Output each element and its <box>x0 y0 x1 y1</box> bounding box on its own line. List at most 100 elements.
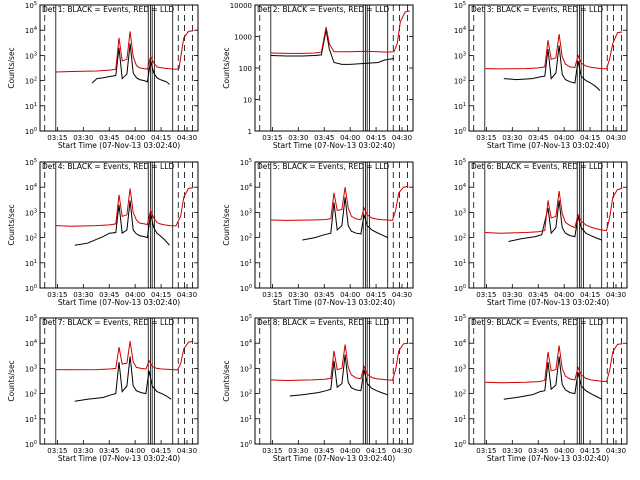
x-tick-label: 03:15 <box>47 447 67 455</box>
events-series-line <box>508 200 602 242</box>
detector-panel-6: 100 101 102 103 104 105 03:15 03:30 03:45 04:00 04… <box>454 158 628 307</box>
y-tick-label: 100 <box>25 440 37 449</box>
y-tick-label: 101 <box>25 415 37 424</box>
y-axis-label: Counts/sec <box>7 47 16 88</box>
y-tick-label: 103 <box>454 208 466 217</box>
y-tick-label: 10 <box>243 97 252 105</box>
y-tick-label: 103 <box>454 364 466 373</box>
y-axis-label: Counts/sec <box>222 360 231 401</box>
y-tick-label: 104 <box>240 183 252 192</box>
x-tick-label: 03:15 <box>262 291 282 299</box>
x-tick-label: 04:00 <box>554 134 574 142</box>
x-axis-label: Start Time (07-Nov-13 03:02:40) <box>487 298 609 307</box>
x-tick-label: 04:30 <box>177 291 197 299</box>
x-tick-label: 03:45 <box>314 291 334 299</box>
x-tick-label: 03:30 <box>73 291 93 299</box>
x-axis-label: Start Time (07-Nov-13 03:02:40) <box>487 141 609 150</box>
y-tick-label: 105 <box>240 158 252 167</box>
x-tick-label: 04:00 <box>125 447 145 455</box>
x-tick-label: 04:30 <box>606 291 626 299</box>
detector-panel-3: 100 101 102 103 104 105 03:15 03:30 03:45 04:00 04… <box>454 1 628 150</box>
y-tick-label: 103 <box>240 364 252 373</box>
y-tick-label: 105 <box>25 158 37 167</box>
x-axis-label: Start Time (07-Nov-13 03:02:40) <box>58 141 180 150</box>
y-tick-label: 105 <box>240 314 252 323</box>
lld-series-line <box>484 187 623 234</box>
lld-series-line <box>484 343 623 384</box>
panel-grid: 100 101 102 103 104 105 03:15 03:30 03:45 04:00 04… <box>7 1 628 463</box>
x-tick-label: 04:00 <box>340 134 360 142</box>
y-tick-label: 104 <box>454 339 466 348</box>
x-tick-label: 03:15 <box>262 447 282 455</box>
y-tick-label: 105 <box>25 314 37 323</box>
x-tick-label: 04:15 <box>151 447 171 455</box>
panel-title: Det 5: BLACK = Events, RED = LLD <box>257 162 389 171</box>
events-series-line <box>91 43 170 85</box>
panel-title: Det 2: BLACK = Events, RED = LLD <box>257 5 389 14</box>
y-tick-label: 103 <box>25 208 37 217</box>
plot-frame <box>468 317 628 445</box>
y-tick-label: 104 <box>25 26 37 35</box>
x-tick-label: 03:45 <box>314 134 334 142</box>
y-axis-label: Counts/sec <box>222 204 231 245</box>
x-tick-label: 04:30 <box>606 447 626 455</box>
x-tick-label: 04:30 <box>177 134 197 142</box>
events-series-line <box>289 354 388 397</box>
lld-series-line <box>270 185 409 221</box>
events-series-line <box>503 45 601 91</box>
y-tick-label: 101 <box>454 415 466 424</box>
y-tick-label: 104 <box>25 183 37 192</box>
y-tick-label: 10000 <box>230 2 252 10</box>
x-tick-label: 04:15 <box>580 447 600 455</box>
detector-panel-2: 1 10 100 1000 10000 03:15 03:30 03:45 04:00 04:15… <box>222 2 414 150</box>
y-tick-label: 102 <box>454 234 466 243</box>
detector-panel-4: 100 101 102 103 104 105 03:15 03:30 03:45 04:00 04… <box>7 158 199 307</box>
detector-panel-8: 100 101 102 103 104 105 03:15 03:30 03:45 04:00 04… <box>222 314 414 463</box>
x-tick-label: 04:00 <box>125 291 145 299</box>
x-axis-label: Start Time (07-Nov-13 03:02:40) <box>273 141 395 150</box>
y-tick-label: 102 <box>25 390 37 399</box>
x-tick-label: 03:45 <box>314 447 334 455</box>
x-tick-label: 04:30 <box>392 134 412 142</box>
y-tick-label: 104 <box>25 339 37 348</box>
x-axis-label: Start Time (07-Nov-13 03:02:40) <box>273 298 395 307</box>
plot-frame <box>468 4 628 132</box>
y-axis-label: Counts/sec <box>222 47 231 88</box>
y-tick-label: 100 <box>239 65 252 73</box>
events-series-line <box>503 356 602 400</box>
x-tick-label: 04:15 <box>151 291 171 299</box>
x-tick-label: 03:45 <box>528 447 548 455</box>
plot-frame <box>254 161 414 289</box>
x-tick-label: 03:15 <box>476 291 496 299</box>
y-tick-label: 103 <box>454 51 466 60</box>
panel-title: Det 6: BLACK = Events, RED = LLD <box>471 162 603 171</box>
x-tick-label: 03:30 <box>502 134 522 142</box>
lld-series-line <box>270 342 409 382</box>
x-tick-label: 03:45 <box>99 447 119 455</box>
lld-series-line <box>484 31 623 70</box>
events-series-line <box>302 197 388 241</box>
x-tick-label: 03:30 <box>288 447 308 455</box>
x-tick-label: 04:00 <box>554 291 574 299</box>
detector-panel-5: 100 101 102 103 104 105 03:15 03:30 03:45 04:00 04… <box>222 158 414 307</box>
lld-series-line <box>55 187 194 227</box>
x-tick-label: 03:15 <box>476 134 496 142</box>
detector-panel-7: 100 101 102 103 104 105 03:15 03:30 03:45 04:00 04… <box>7 314 199 463</box>
x-tick-label: 03:30 <box>502 291 522 299</box>
x-tick-label: 04:15 <box>580 291 600 299</box>
detector-panel-1: 100 101 102 103 104 105 03:15 03:30 03:45 04:00 04… <box>7 1 199 150</box>
lld-series-line <box>270 10 410 54</box>
y-tick-label: 100 <box>240 284 252 293</box>
plot-frame <box>468 161 628 289</box>
y-tick-label: 103 <box>240 208 252 217</box>
x-tick-label: 04:30 <box>177 447 197 455</box>
y-tick-label: 100 <box>25 284 37 293</box>
y-tick-label: 103 <box>25 364 37 373</box>
y-tick-label: 101 <box>25 259 37 268</box>
lld-series-line <box>55 340 194 371</box>
x-tick-label: 03:30 <box>288 134 308 142</box>
y-tick-label: 102 <box>454 390 466 399</box>
y-tick-label: 1000 <box>234 34 252 42</box>
x-tick-label: 03:45 <box>528 134 548 142</box>
events-series-line <box>270 30 395 65</box>
